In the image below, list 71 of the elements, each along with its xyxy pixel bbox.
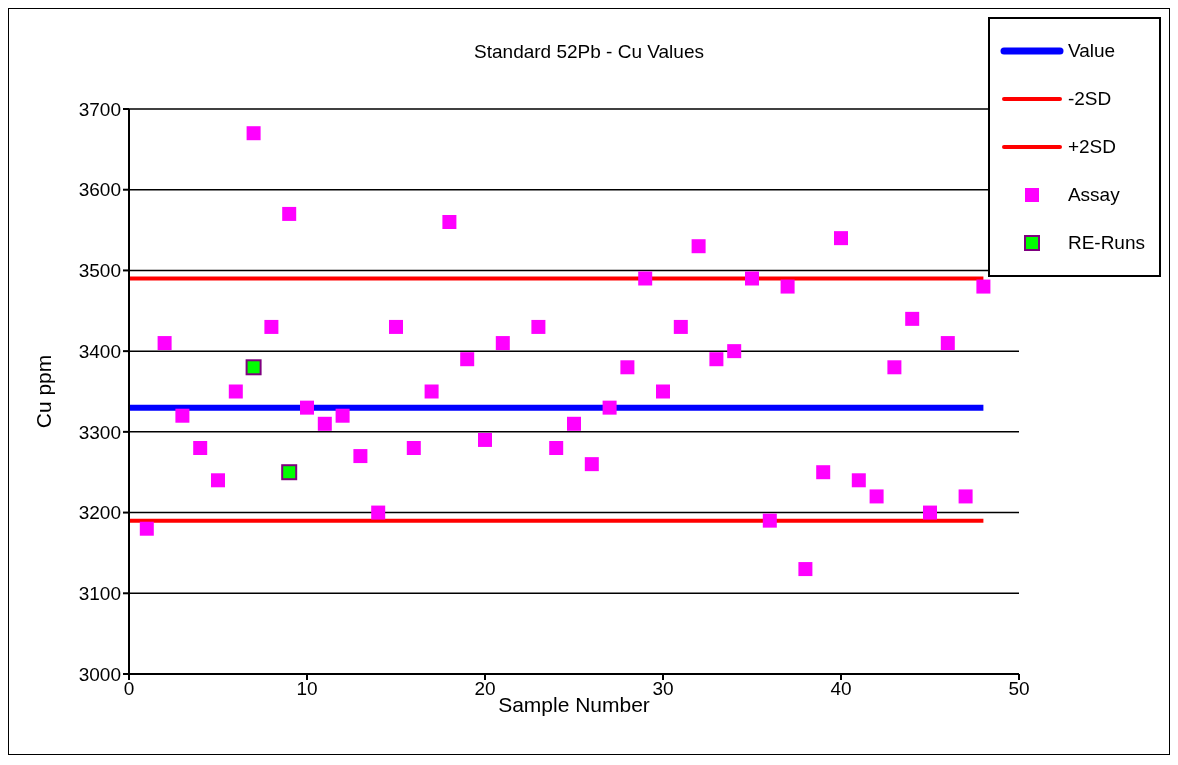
point — [245, 359, 262, 376]
point — [709, 352, 724, 367]
point — [139, 521, 154, 536]
point — [371, 505, 386, 520]
y-axis-title: Cu ppm — [32, 354, 56, 429]
point — [940, 336, 955, 351]
point — [816, 465, 831, 480]
point — [264, 319, 279, 334]
point — [780, 279, 795, 294]
point — [905, 311, 920, 326]
point — [193, 441, 208, 455]
point — [335, 408, 350, 423]
point — [353, 449, 368, 464]
point — [317, 416, 332, 431]
point — [851, 473, 866, 488]
y-tick-label: 3400 — [78, 340, 121, 362]
point — [673, 319, 688, 334]
legend-label: RE-Runs — [1067, 232, 1145, 254]
point — [638, 271, 653, 286]
y-tick-label: 3100 — [78, 583, 121, 605]
point — [460, 352, 475, 367]
y-tick-label: 3200 — [78, 502, 121, 524]
point — [424, 384, 439, 399]
x-tick-label: 20 — [474, 678, 496, 700]
point — [175, 408, 190, 423]
point — [442, 215, 457, 229]
point — [798, 562, 813, 577]
x-axis-title: Sample Number — [498, 693, 650, 716]
point — [495, 336, 510, 351]
point — [745, 271, 759, 286]
point — [762, 513, 777, 528]
x-tick-label: 0 — [123, 678, 135, 700]
x-tick-label: 10 — [296, 678, 318, 700]
point — [300, 400, 314, 415]
legend-label: Assay — [1067, 184, 1120, 206]
point — [656, 384, 670, 399]
point — [691, 239, 706, 254]
point — [389, 319, 403, 334]
y-tick-label: 3600 — [78, 179, 121, 201]
y-tick-label: 3500 — [78, 260, 121, 282]
legend-label: +2SD — [1067, 136, 1116, 158]
point — [887, 360, 902, 375]
point — [869, 489, 884, 504]
point — [282, 206, 297, 221]
chart-title: Standard 52Pb - Cu Values — [473, 41, 705, 63]
x-tick-label: 50 — [1008, 678, 1030, 700]
x-tick-label: 40 — [830, 678, 852, 700]
y-tick-label: 3700 — [78, 98, 121, 120]
point — [246, 126, 261, 141]
legend-label: Value — [1067, 40, 1116, 62]
point — [834, 231, 848, 246]
point — [602, 400, 617, 415]
point — [157, 336, 172, 351]
x-tick-label: 30 — [652, 678, 674, 700]
point — [584, 457, 599, 472]
point — [531, 319, 546, 334]
y-tick-label: 3000 — [78, 663, 121, 685]
y-tick-label: 3300 — [78, 421, 121, 443]
point — [478, 432, 492, 447]
point — [567, 416, 581, 431]
point — [211, 473, 225, 488]
point — [228, 384, 243, 399]
point — [406, 441, 421, 455]
point — [281, 464, 298, 481]
point — [976, 279, 991, 294]
legend-label: -2SD — [1067, 88, 1112, 110]
point — [549, 441, 564, 455]
point — [958, 489, 973, 504]
point — [727, 344, 742, 359]
point — [923, 505, 937, 520]
point — [620, 360, 635, 375]
